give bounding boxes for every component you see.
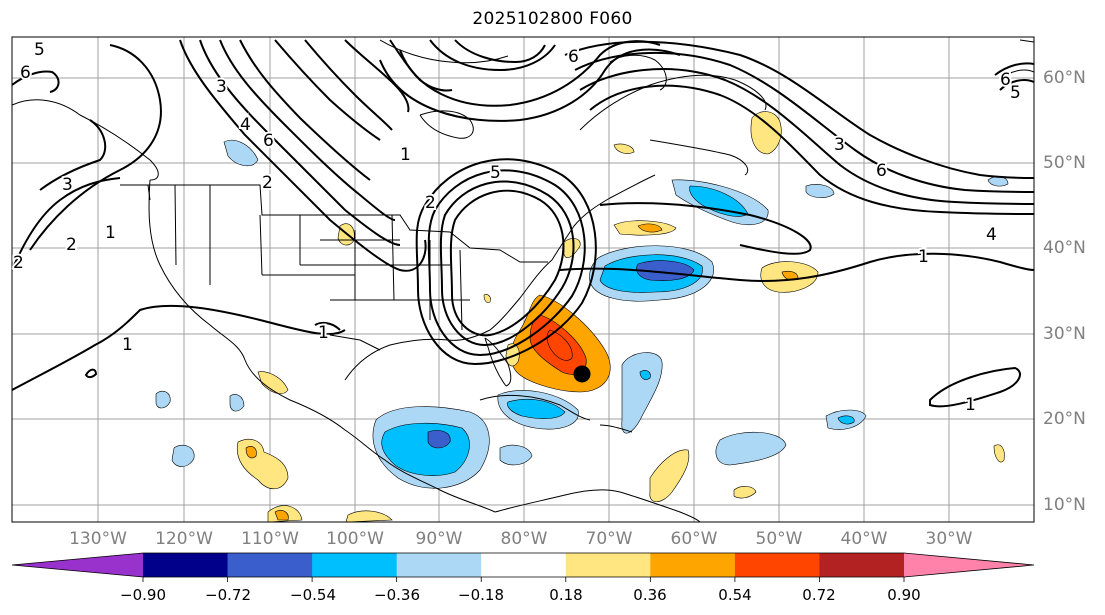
colorbar-bin (143, 553, 229, 577)
lat-label: 40°N (1043, 238, 1086, 258)
lon-label: 40°W (840, 529, 888, 549)
colorbar-bin (481, 553, 567, 577)
colorbar-tick-label: 0.36 (633, 586, 667, 604)
lat-label: 50°N (1043, 153, 1086, 173)
lat-label: 10°N (1043, 495, 1086, 515)
lat-label: 60°N (1043, 68, 1086, 88)
lat-label: 30°N (1043, 324, 1086, 344)
contour-lines (12, 39, 1034, 408)
lon-label: 50°W (755, 529, 803, 549)
colorbar-tick-label: −0.18 (458, 586, 504, 604)
map-frame (11, 36, 1035, 523)
colorbar-bin (312, 553, 398, 577)
colorbar-bin (565, 553, 651, 577)
lon-label: 90°W (415, 529, 463, 549)
colorbar-tick-label: 0.72 (802, 586, 836, 604)
lon-label: 80°W (500, 529, 548, 549)
colorbar-tick-label: −0.54 (290, 586, 336, 604)
lon-label: 70°W (585, 529, 633, 549)
lon-label: 110°W (241, 529, 299, 549)
lon-label: 60°W (670, 529, 718, 549)
positive-anomaly-areas (236, 111, 1005, 522)
colorbar-tick-label: 0.18 (549, 586, 583, 604)
colorbar-extend-high (904, 553, 1034, 577)
colorbar-bin (396, 553, 482, 577)
lon-label: 100°W (326, 529, 384, 549)
colorbar-tick-label: −0.36 (374, 586, 420, 604)
colorbar-tick-label: −0.72 (205, 586, 251, 604)
storm-center-dot (573, 365, 591, 383)
lon-label: 130°W (69, 529, 127, 549)
colorbar (11, 552, 1035, 582)
lon-label: 120°W (155, 529, 213, 549)
lat-label: 20°N (1043, 409, 1086, 429)
colorbar-bin (734, 553, 820, 577)
colorbar-bin (650, 553, 736, 577)
lon-label: 30°W (925, 529, 973, 549)
negative-anomaly-areas (155, 140, 1009, 489)
colorbar-bin (819, 553, 905, 577)
map-title: 2025102800 F060 (472, 9, 633, 29)
colorbar-bin (227, 553, 313, 577)
colorbar-tick-label: 0.54 (718, 586, 752, 604)
colorbar-tick-label: 0.90 (887, 586, 921, 604)
coastlines (12, 39, 1034, 522)
colorbar-tick-label: −0.90 (120, 586, 166, 604)
colorbar-extend-low (12, 553, 143, 577)
